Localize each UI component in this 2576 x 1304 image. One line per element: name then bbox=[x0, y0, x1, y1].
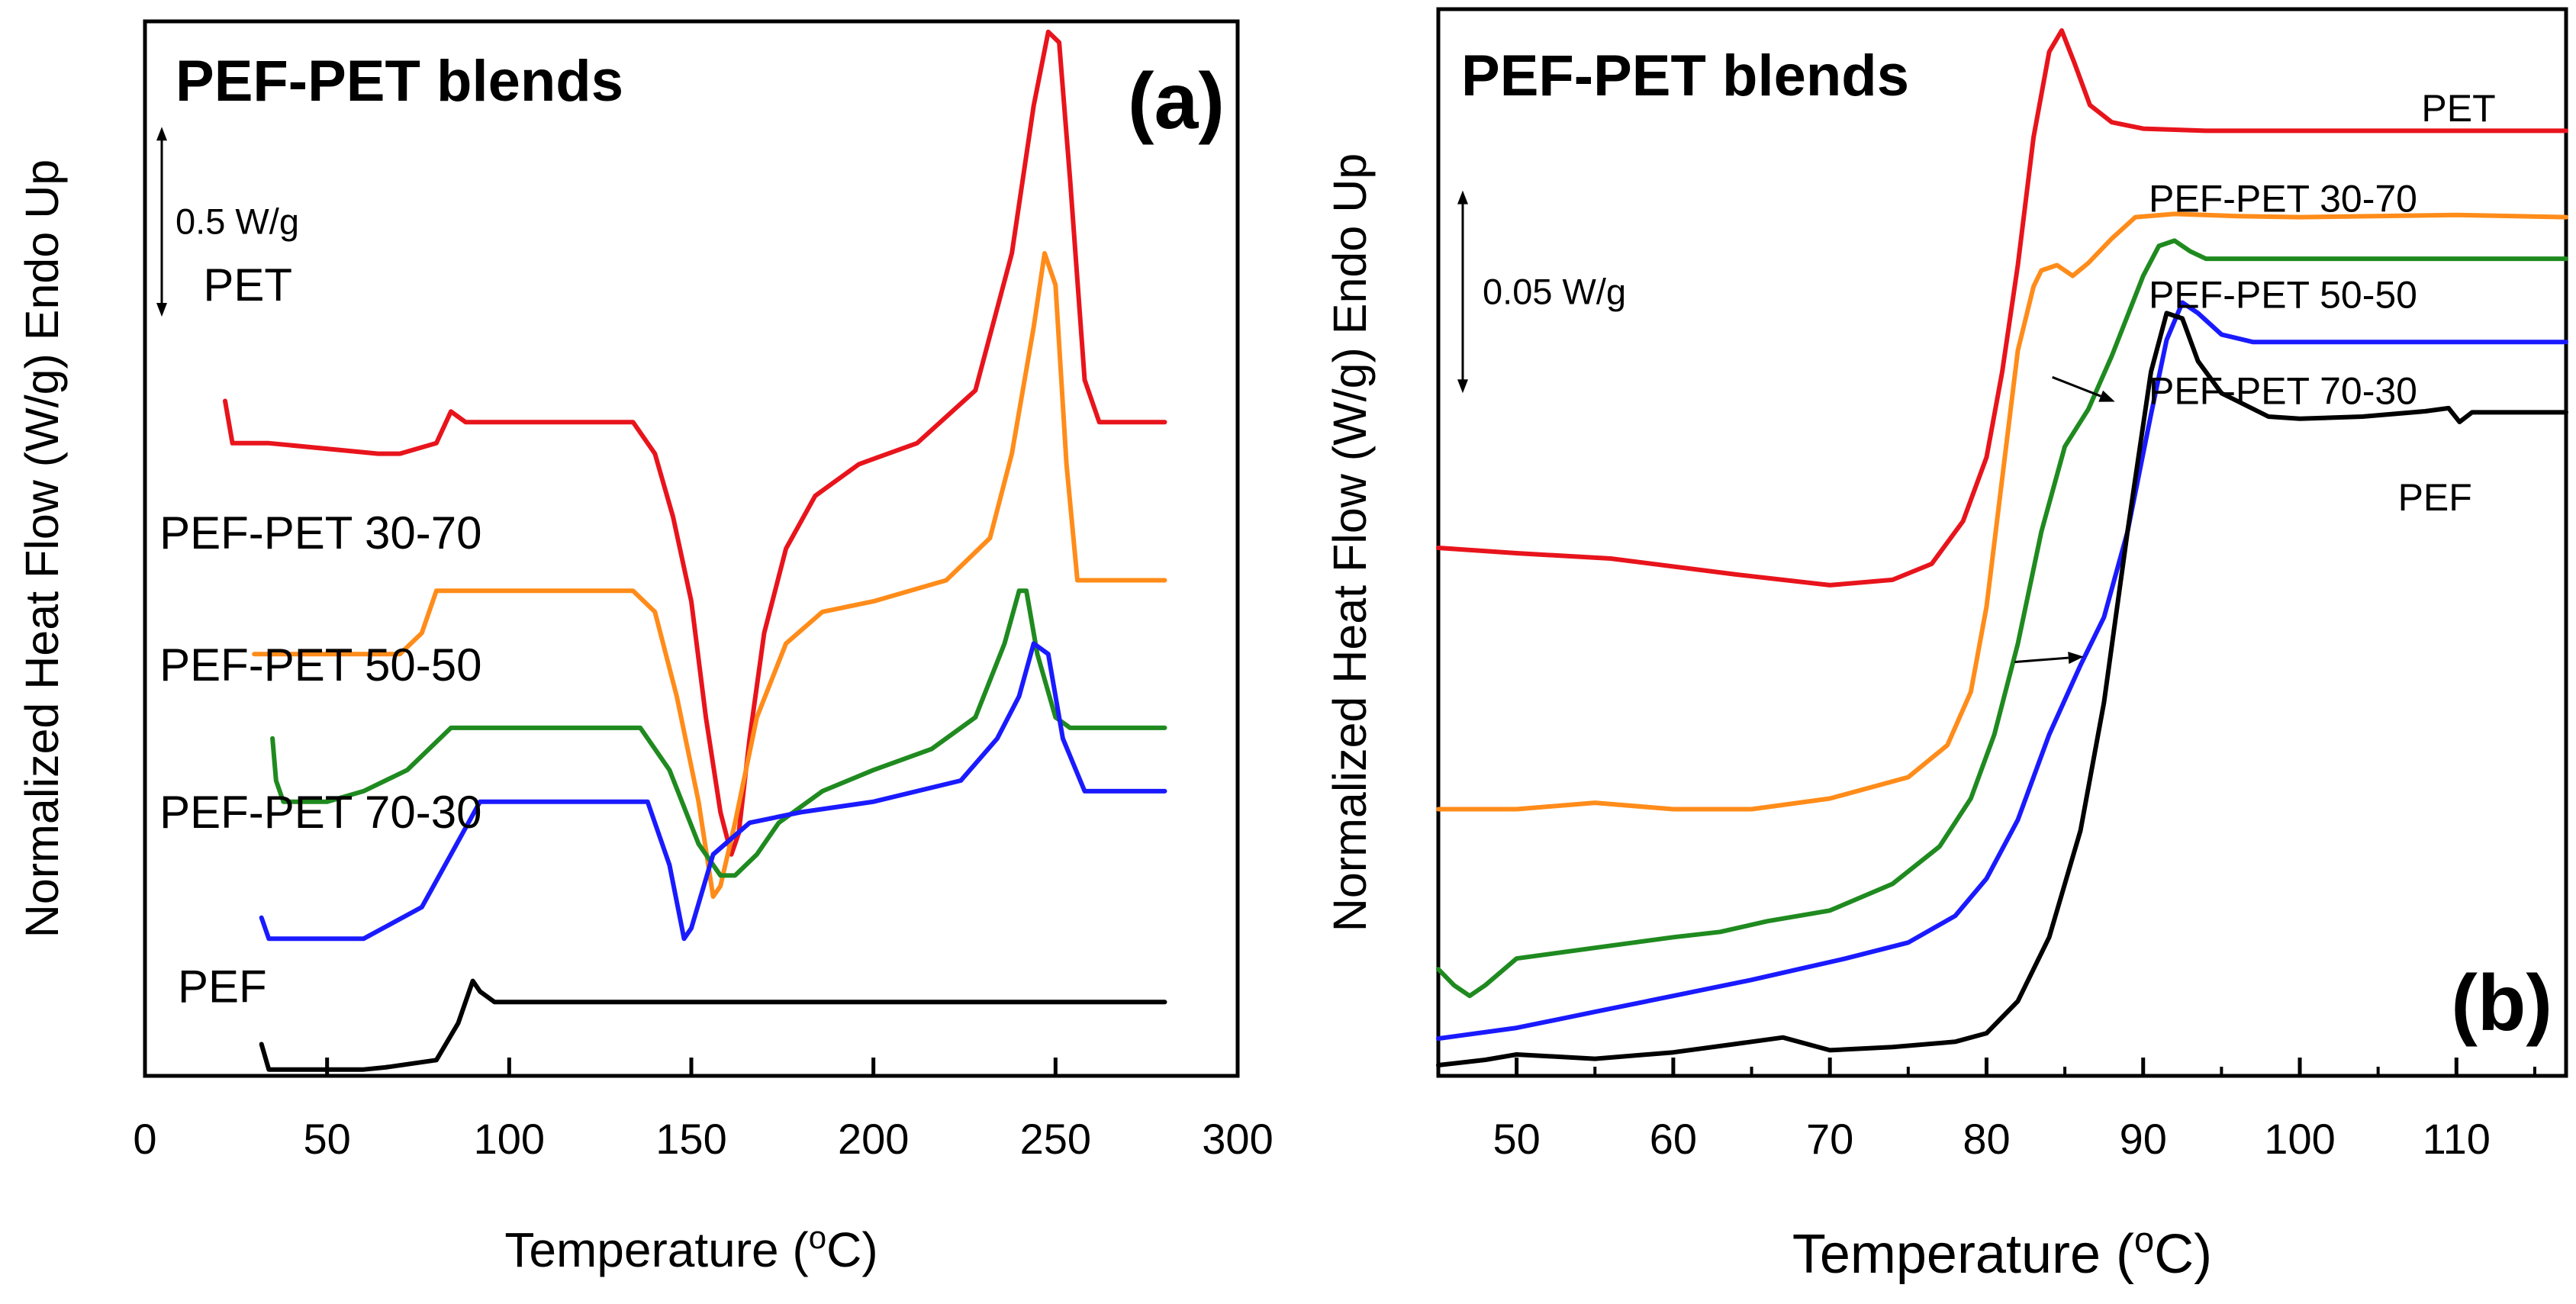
panel-b-x-axis-label: Temperature (oC) bbox=[1792, 1219, 2212, 1285]
panel-b-dsc-glass-transition-zoom: 50 60 70 80 90 100 110 PET PEF-PET 30-70 PEF-PET… bbox=[1324, 7, 2568, 1285]
series-line-pet bbox=[1436, 28, 2568, 588]
panel-b-chart-title: PEF-PET blends bbox=[1461, 43, 1909, 108]
series-line-pef-pet-30-70 bbox=[252, 251, 1167, 900]
series-label-pef-pet-70-30: PEF-PET 70-30 bbox=[159, 787, 481, 838]
x-tick-label: 250 bbox=[1020, 1115, 1091, 1163]
series-line-pef bbox=[1436, 311, 2568, 1067]
series-label-pef-pet-50-50: PEF-PET 50-50 bbox=[2149, 273, 2417, 316]
x-tick-label: 70 bbox=[1806, 1115, 1853, 1163]
series-line-pef-pet-70-30 bbox=[1436, 300, 2568, 1042]
series-label-pef: PEF bbox=[2398, 476, 2472, 519]
panel-a-dsc-heating-curves: 0 50 100 150 200 250 300 PET PEF-PET 30-70 PEF-P… bbox=[16, 19, 1274, 1277]
series-line-pef-pet-50-50 bbox=[1436, 238, 2568, 999]
panel-a-x-axis-ticks: 0 50 100 150 200 250 300 bbox=[133, 1058, 1274, 1163]
panel-b-scale-bar-label: 0.05 W/g bbox=[1483, 271, 1626, 311]
panel-b-scale-bar-arrowhead-top bbox=[1457, 190, 1468, 204]
series-label-pef: PEF bbox=[178, 961, 267, 1012]
panel-a-series-labels: PET PEF-PET 30-70 PEF-PET 50-50 PEF-PET 70-… bbox=[159, 259, 481, 1012]
series-label-pef-pet-70-30: PEF-PET 70-30 bbox=[2149, 369, 2417, 412]
degree-symbol: o bbox=[809, 1219, 826, 1255]
annotation-arrow-head bbox=[2098, 390, 2115, 402]
x-axis-label-unit: C) bbox=[2154, 1224, 2212, 1285]
panel-a-series-layer bbox=[223, 29, 1167, 1072]
panel-a-plot-frame bbox=[143, 19, 1240, 1078]
panel-b-panel-letter: (b) bbox=[2451, 959, 2552, 1048]
x-tick-label: 100 bbox=[2264, 1115, 2335, 1163]
x-tick-label: 50 bbox=[304, 1115, 351, 1163]
x-tick-label: 100 bbox=[474, 1115, 545, 1163]
x-tick-label: 110 bbox=[2423, 1115, 2491, 1163]
x-tick-label: 300 bbox=[1202, 1115, 1273, 1163]
panel-a-panel-letter: (a) bbox=[1128, 57, 1225, 146]
panel-a-scale-bar: 0.5 W/g bbox=[156, 127, 299, 317]
series-label-pet: PET bbox=[203, 259, 292, 311]
panel-b-arrow-annotations bbox=[2014, 375, 2115, 665]
x-tick-label: 200 bbox=[838, 1115, 909, 1163]
series-label-pef-pet-50-50: PEF-PET 50-50 bbox=[159, 639, 481, 691]
x-tick-label: 150 bbox=[655, 1115, 726, 1163]
panel-a-x-axis-label: Temperature (oC) bbox=[504, 1219, 877, 1277]
annotation-arrow-shaft bbox=[2014, 656, 2069, 664]
x-tick-label: 90 bbox=[2120, 1115, 2167, 1163]
panel-a-chart-title: PEF-PET blends bbox=[175, 49, 623, 114]
x-tick-label: 60 bbox=[1650, 1115, 1697, 1163]
x-axis-label-prefix: Temperature ( bbox=[1792, 1224, 2134, 1285]
series-line-pef bbox=[259, 978, 1167, 1072]
x-axis-label-unit: C) bbox=[826, 1222, 878, 1277]
panel-b-plot-frame bbox=[1436, 7, 2568, 1078]
panel-a-scale-bar-label: 0.5 W/g bbox=[175, 201, 299, 242]
panel-b-x-axis-ticks: 50 60 70 80 90 100 110 bbox=[1437, 1058, 2536, 1163]
x-tick-label: 0 bbox=[133, 1115, 156, 1163]
series-label-pef-pet-30-70: PEF-PET 30-70 bbox=[159, 507, 481, 559]
panel-b-y-axis-label: Normalized Heat Flow (W/g) Endo Up bbox=[1324, 153, 1376, 932]
annotation-arrow-head bbox=[2068, 652, 2084, 665]
panel-b-series-labels: PET PEF-PET 30-70 PEF-PET 50-50 PEF-PET 70-… bbox=[2149, 87, 2496, 519]
panel-b-scale-bar-arrowhead-bottom bbox=[1457, 379, 1468, 394]
series-line-pef-pet-70-30 bbox=[259, 641, 1167, 942]
series-line-pef-pet-30-70 bbox=[1436, 211, 2568, 812]
panel-a-scale-bar-arrowhead-top bbox=[156, 127, 167, 141]
panel-a-scale-bar-arrowhead-bottom bbox=[156, 302, 167, 317]
series-label-pef-pet-30-70: PEF-PET 30-70 bbox=[2149, 178, 2417, 221]
series-label-pet: PET bbox=[2421, 87, 2495, 130]
x-tick-label: 50 bbox=[1492, 1115, 1540, 1163]
x-tick-label: 80 bbox=[1963, 1115, 2010, 1163]
panel-a-y-axis-label: Normalized Heat Flow (W/g) Endo Up bbox=[16, 159, 68, 938]
panel-b-scale-bar: 0.05 W/g bbox=[1457, 190, 1626, 394]
annotation-arrow-shaft bbox=[2052, 375, 2101, 398]
series-line-pef-pet-50-50 bbox=[270, 588, 1167, 878]
degree-symbol: o bbox=[2134, 1219, 2154, 1260]
panel-b-series-layer bbox=[1436, 28, 2568, 1067]
x-axis-label-prefix: Temperature ( bbox=[504, 1222, 808, 1277]
